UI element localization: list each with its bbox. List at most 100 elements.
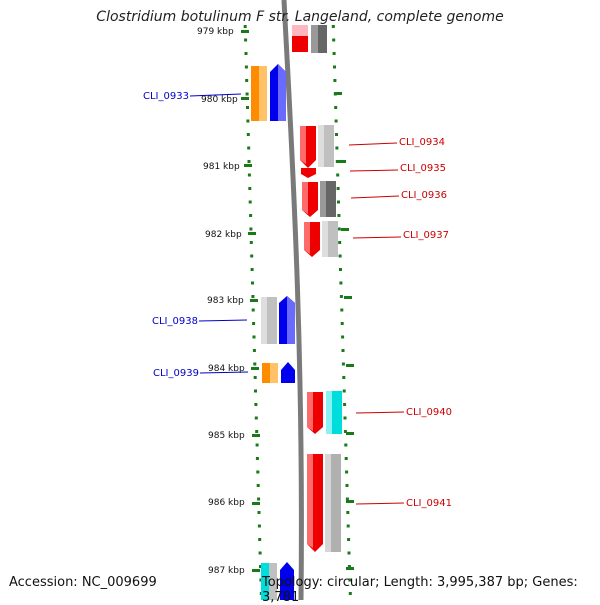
minor-tick [254,403,258,406]
gene-arrow-red[interactable] [292,36,308,52]
minor-tick [344,443,348,447]
gene-cli-0941[interactable] [307,454,341,552]
gene-arrow-blue[interactable] [281,362,295,383]
gene-label-cli-0933[interactable]: CLI_0933 [143,91,189,102]
major-tick [241,30,249,33]
gene-arrow-blue[interactable] [280,562,294,600]
minor-tick [347,551,351,555]
minor-tick [331,25,335,28]
gene-arrow-red[interactable] [301,168,316,178]
minor-tick [344,457,348,460]
minor-tick [333,65,336,69]
genome-title: Clostridium botulinum F str. Langeland, … [96,9,504,25]
major-tick [338,160,346,163]
minor-tick [254,416,258,420]
major-tick [251,367,259,370]
gene-arrow-highlight [259,66,267,121]
minor-tick [339,268,342,271]
major-tick [346,364,354,367]
tick-label: 981 kbp [203,162,240,172]
minor-tick [256,470,260,474]
minor-tick [335,146,339,150]
minor-tick [339,281,343,285]
minor-tick [244,38,248,42]
minor-tick [341,349,345,352]
minor-tick [251,308,255,312]
gene-top-group[interactable] [292,25,327,53]
gene-cli-0939[interactable] [262,362,295,383]
left-tick-rail [243,25,263,595]
minor-tick [341,362,345,366]
minor-tick [340,308,344,312]
gene-label-cli-0941[interactable]: CLI_0941 [406,498,452,509]
minor-tick [345,470,349,474]
gene-label-cli-0940[interactable]: CLI_0940 [406,407,452,418]
gene-arrow-highlight [318,125,324,167]
gene-label-cli-0936[interactable]: CLI_0936 [401,190,447,201]
minor-tick [255,430,259,433]
minor-tick [343,416,347,420]
gene-label-cli-0938[interactable]: CLI_0938 [152,316,198,327]
gene-cli-0933[interactable] [251,64,286,121]
gene-cli-0938[interactable] [261,296,295,344]
gene-label-cli-0934[interactable]: CLI_0934 [399,137,445,148]
gene-bottom-group[interactable] [261,562,294,600]
minor-tick [335,160,339,163]
minor-tick [254,389,257,393]
right-gene-labels: CLI_0934 CLI_0935 CLI_0936 CLI_0937 CLI_… [348,137,452,509]
minor-tick [246,106,249,109]
right-tick-rail [331,25,352,595]
genome-summary-text: Topology: circular; Length: 3,995,387 bp… [262,575,578,605]
accession-text: Accession: NC_009699 [9,575,157,590]
gene-arrow-highlight [307,454,313,548]
leader-line [198,319,248,322]
gene-arrow-lightgray[interactable] [269,563,277,600]
gene-cli-0936[interactable] [302,181,336,217]
tick-labels: 979 kbp 980 kbp 981 kbp 982 kbp 983 kbp … [197,27,245,576]
gene-cli-0940[interactable] [307,391,342,434]
minor-tick [257,511,261,514]
minor-tick [259,578,263,582]
gene-arrow-cyan[interactable] [261,563,269,600]
minor-tick [343,430,347,433]
gene-label-cli-0937[interactable]: CLI_0937 [403,230,449,241]
minor-tick [342,389,346,393]
minor-tick [347,565,351,568]
gene-label-cli-0935[interactable]: CLI_0935 [400,163,446,174]
minor-tick [256,484,260,487]
gene-arrow-highlight [261,297,267,344]
minor-tick [340,322,344,325]
minor-tick [251,295,255,298]
minor-tick [332,38,336,42]
minor-tick [258,551,262,555]
minor-tick [258,538,262,541]
minor-tick [334,119,338,123]
minor-tick [346,511,350,514]
leader-line [355,411,405,414]
gene-cli-0935[interactable] [301,168,316,178]
right-major-ticks [334,92,354,570]
minor-tick [244,52,248,55]
gene-arrow-highlight [326,391,332,434]
major-ticks [241,30,260,572]
major-tick [346,500,354,503]
minor-tick [245,92,249,96]
major-tick [250,299,258,302]
minor-tick [343,403,347,406]
major-tick [341,228,349,231]
minor-tick [248,200,252,204]
minor-tick [347,538,351,541]
gene-arrow-highlight [300,126,306,164]
minor-tick [247,173,251,177]
major-tick [344,296,352,299]
minor-tick [334,106,338,109]
minor-tick [348,592,352,595]
minor-tick [342,376,346,379]
gene-arrow-pink[interactable] [292,25,308,36]
gene-cli-0934[interactable] [300,125,334,168]
genome-backbone [281,0,304,600]
gene-cli-0937[interactable] [304,221,338,257]
minor-tick [247,160,251,163]
gene-arrow-highlight [320,181,326,217]
gene-label-cli-0939[interactable]: CLI_0939 [153,368,199,379]
